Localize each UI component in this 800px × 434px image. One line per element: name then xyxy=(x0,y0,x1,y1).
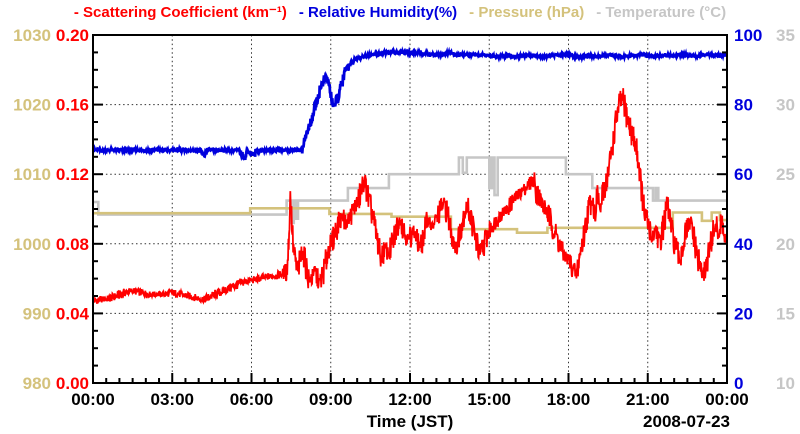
x-tick-label: 09:00 xyxy=(309,390,352,409)
y-tick-label-humidity: 60 xyxy=(734,165,753,184)
y-tick-label-temperature: 10 xyxy=(776,374,795,393)
x-axis-title: Time (JST) xyxy=(366,412,454,431)
chart-legend: - Scattering Coefficient (km⁻¹) - Relativ… xyxy=(0,3,800,21)
y-tick-label-temperature: 25 xyxy=(776,165,795,184)
y-tick-label-humidity: 40 xyxy=(734,235,753,254)
series-line-pressure xyxy=(93,207,727,234)
y-tick-label-pressure: 1000 xyxy=(13,235,51,254)
y-tick-label-scattering: 0.12 xyxy=(56,165,89,184)
y-tick-label-scattering: 0.20 xyxy=(56,26,89,45)
y-tick-label-temperature: 30 xyxy=(776,96,795,115)
y-tick-label-temperature: 35 xyxy=(776,26,795,45)
x-tick-label: 18:00 xyxy=(547,390,590,409)
x-tick-label: 03:00 xyxy=(151,390,194,409)
y-tick-label-pressure: 990 xyxy=(23,304,51,323)
y-tick-label-humidity: 100 xyxy=(734,26,762,45)
date-label: 2008-07-23 xyxy=(643,412,730,431)
x-tick-label: 15:00 xyxy=(468,390,511,409)
y-tick-label-scattering: 0.00 xyxy=(56,374,89,393)
legend-item: - Relative Humidity(%) xyxy=(298,4,458,21)
y-tick-label-pressure: 1030 xyxy=(13,26,51,45)
x-tick-label: 00:00 xyxy=(71,390,114,409)
y-tick-label-humidity: 80 xyxy=(734,96,753,115)
x-tick-label: 06:00 xyxy=(230,390,273,409)
x-tick-label: 00:00 xyxy=(705,390,748,409)
series-line-scattering xyxy=(92,88,728,305)
legend-item: - Scattering Coefficient (km⁻¹) xyxy=(73,4,287,21)
series-line-humidity xyxy=(92,46,729,162)
y-tick-label-temperature: 15 xyxy=(776,304,795,323)
legend-item: - Pressure (hPa) xyxy=(469,4,585,21)
y-tick-label-scattering: 0.08 xyxy=(56,235,89,254)
legend-item: - Temperature (°C) xyxy=(596,4,727,21)
y-tick-label-scattering: 0.16 xyxy=(56,96,89,115)
y-tick-label-humidity: 20 xyxy=(734,304,753,323)
y-tick-label-pressure: 1010 xyxy=(13,165,51,184)
y-tick-label-temperature: 20 xyxy=(776,235,795,254)
x-tick-label: 21:00 xyxy=(626,390,669,409)
x-tick-label: 12:00 xyxy=(388,390,431,409)
y-tick-label-humidity: 0 xyxy=(734,374,743,393)
y-tick-label-pressure: 980 xyxy=(23,374,51,393)
y-tick-label-scattering: 0.04 xyxy=(56,304,90,323)
y-tick-label-pressure: 1020 xyxy=(13,96,51,115)
